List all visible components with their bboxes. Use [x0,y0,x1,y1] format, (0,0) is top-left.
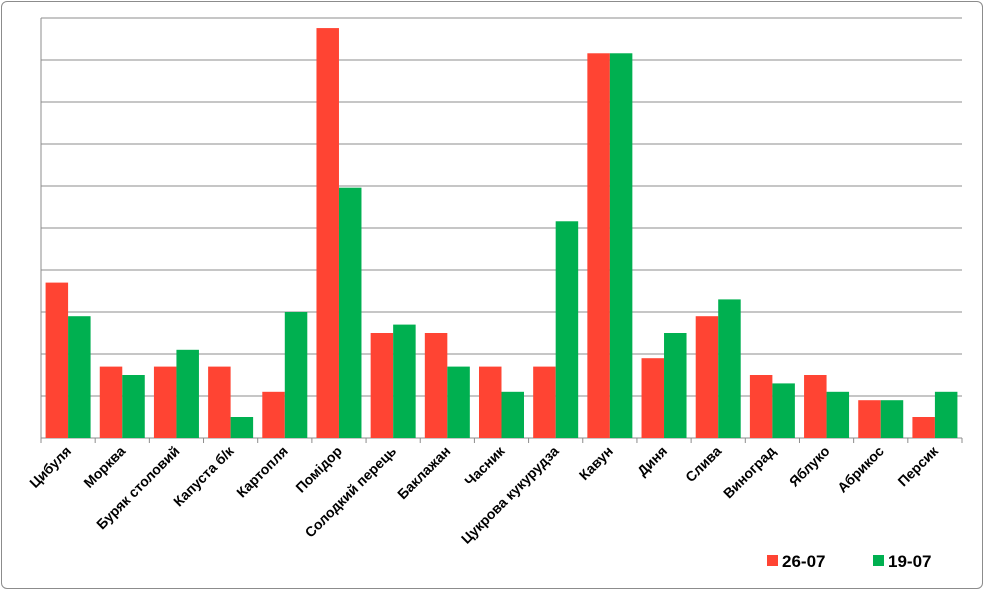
bar-19-07-3 [230,417,254,438]
category-label: Морква [80,443,128,491]
legend: 26-07 19-07 [767,552,931,571]
category-label: Баклажан [394,443,453,502]
bar-26-07-0 [45,282,69,438]
legend-swatch [873,555,884,566]
bar-26-07-13 [749,375,773,438]
bar-26-07-11 [641,358,665,438]
category-label: Слива [682,443,724,485]
bar-19-07-8 [501,391,524,438]
category-label: Солодкий перець [302,443,400,541]
category-label: Цибуля [26,443,74,491]
category-label: Персик [894,442,941,489]
bar-26-07-4 [262,391,285,438]
legend-swatch [767,555,778,566]
bar-19-07-12 [718,299,741,438]
bar-19-07-14 [826,391,850,438]
bar-26-07-9 [533,366,556,438]
bar-26-07-10 [587,53,610,438]
bar-26-07-16 [912,417,935,438]
bar-19-07-5 [338,187,362,438]
category-label: Цукрова кукурудза [458,443,562,547]
bar-19-07-1 [122,375,145,438]
category-label: Помідор [292,443,345,496]
bar-19-07-10 [609,53,633,438]
category-label: Яблуко [786,443,833,490]
bar-19-07-11 [664,333,687,438]
bars [45,28,958,439]
bar-26-07-15 [858,400,881,438]
bar-19-07-13 [772,383,795,438]
bar-26-07-2 [153,366,177,438]
category-label: Картопля [233,443,291,501]
category-label: Абрикос [834,443,887,496]
bar-26-07-6 [370,333,394,438]
bar-19-07-2 [176,349,199,438]
bar-26-07-7 [424,333,448,438]
bar-26-07-12 [695,316,719,438]
category-label: Виноград [720,443,779,502]
bar-19-07-4 [284,312,308,438]
legend-label: 19-07 [888,552,931,571]
x-axis-ticks [40,438,963,443]
bar-26-07-14 [804,375,827,438]
gridlines [41,17,962,397]
bar-26-07-3 [208,366,231,438]
bar-19-07-9 [555,221,579,438]
bar-26-07-8 [479,366,502,438]
category-label: Кавун [576,443,616,483]
bar-19-07-7 [447,366,470,438]
bar-19-07-16 [934,391,958,438]
category-label: Диня [634,443,670,479]
bar-19-07-15 [880,400,904,438]
bar-26-07-5 [316,28,339,439]
bar-26-07-1 [99,366,123,438]
category-label: Часник [461,442,508,489]
bar-19-07-0 [68,316,91,438]
bar-19-07-6 [393,324,416,438]
legend-label: 26-07 [782,552,825,571]
